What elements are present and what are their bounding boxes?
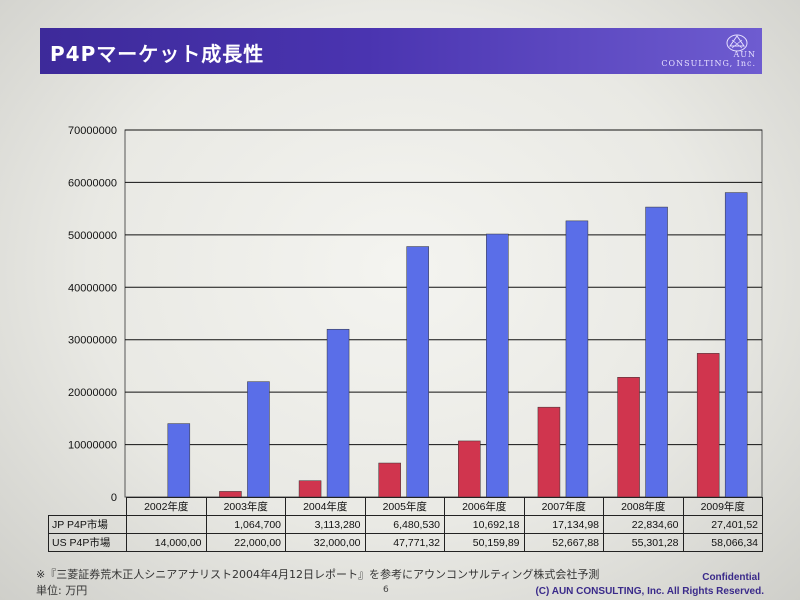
footnote: ※『三菱証券荒木正人シニアアナリスト2004年4月12日レポート』を参考にアウン… [36,568,600,581]
table-cell: 32,000,00 [285,533,366,552]
y-tick-label: 30000000 [68,335,117,347]
bar-jp [378,462,401,498]
bar-us [167,423,191,498]
table-header-cell: 2002年度 [126,497,207,516]
y-tick-label: 40000000 [68,282,117,294]
table-cell: 22,000,00 [205,533,286,552]
y-tick-label: 20000000 [68,387,117,399]
y-tick-label: 50000000 [68,230,117,242]
bar-us [486,233,509,498]
table-header-cell: 2009年度 [682,497,763,516]
table-cell: 14,000,00 [126,533,207,552]
copyright-notice: (C) AUN CONSULTING, Inc. All Rights Rese… [535,586,764,597]
table-cell: 52,667,88 [523,533,604,552]
table-cell: 22,834,60 [603,515,684,534]
logo-line-1: AUN [733,50,756,59]
confidential-label: Confidential [702,572,760,583]
bar-jp [617,377,640,498]
bar-us [724,192,748,498]
table-header-row: 2002年度 2003年度 2004年度 2005年度 2006年度 2007年度 2008… [48,497,763,516]
y-axis-ticks: 0100000002000000030000000400000005000000… [68,125,117,504]
bar-jp [458,440,481,498]
row-label-us: US P4P市場 [48,533,127,552]
table-cell: 3,113,280 [285,515,366,534]
bar-us [247,381,270,498]
bar-us [565,220,589,498]
slide-title: P4Pマーケット成長性 [50,42,265,66]
table-cell: 55,301,28 [603,533,684,552]
table-cell: 17,134,98 [523,515,604,534]
bar-us [406,246,429,498]
row-label-jp: JP P4P市場 [48,515,127,534]
table-cell: 47,771,32 [364,533,445,552]
company-logo-icon [726,34,748,52]
table-row-us: US P4P市場 14,000,00 22,000,00 32,000,00 47,7… [48,533,763,552]
unit-label: 単位: 万円 [36,584,88,597]
bar-us [645,206,668,498]
title-banner: P4Pマーケット成長性 AUN CONSULTING, Inc. [40,28,762,74]
table-cell: 10,692,18 [444,515,525,534]
table-cell: 50,159,89 [444,533,525,552]
table-cell: 1,064,700 [205,515,286,534]
table-cell: 58,066,34 [682,533,763,552]
bar-us [326,328,350,498]
logo-line-2: CONSULTING, Inc. [661,59,756,68]
table-header-cell: 2003年度 [205,497,286,516]
bars [167,192,748,498]
data-table: 2002年度 2003年度 2004年度 2005年度 2006年度 2007年度 2008… [48,497,763,552]
table-header-cell: 2008年度 [603,497,684,516]
table-corner [48,497,127,516]
table-header-cell: 2005年度 [364,497,445,516]
bar-jp [298,480,322,498]
bar-jp [537,406,561,498]
page-number: 6 [383,585,389,595]
table-header-cell: 2004年度 [285,497,366,516]
company-logo-text: AUN CONSULTING, Inc. [626,50,756,68]
bar-jp [696,353,720,498]
table-header-cell: 2006年度 [444,497,525,516]
table-cell: 6,480,530 [364,515,445,534]
table-header-cell: 2007年度 [523,497,604,516]
y-tick-label: 70000000 [68,125,117,137]
table-cell: 27,401,52 [682,515,763,534]
y-tick-label: 60000000 [68,177,117,189]
y-tick-label: 10000000 [68,440,117,452]
table-row-jp: JP P4P市場 1,064,700 3,113,280 6,480,530 10,6… [48,515,763,534]
table-cell [126,515,207,534]
